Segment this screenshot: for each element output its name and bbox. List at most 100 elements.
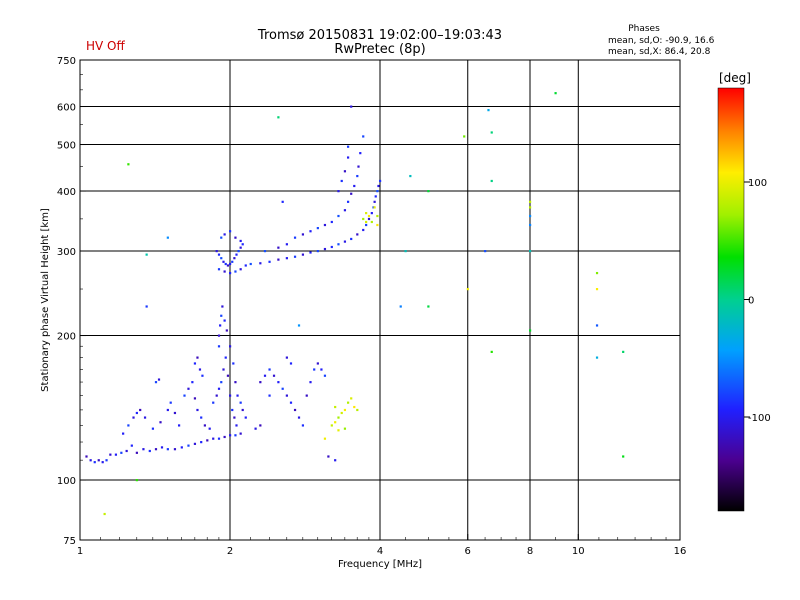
echo-point [346, 401, 350, 404]
echo-point [259, 424, 262, 427]
y-tick-label: 200 [57, 332, 76, 343]
echo-point [101, 461, 104, 464]
y-tick-label: 400 [57, 187, 76, 198]
echo-point [313, 368, 316, 371]
echo-point [277, 258, 280, 261]
x-tick-label: 2 [227, 546, 233, 557]
scatter-points [85, 92, 625, 516]
echo-point [198, 368, 202, 371]
echo-point [377, 184, 380, 188]
echo-point [370, 212, 373, 215]
chart-title-line2: RwPretec (8p) [334, 42, 425, 57]
echo-point [343, 209, 347, 212]
echo-point [212, 401, 215, 404]
colorbar-tick-label: 100 [748, 178, 767, 189]
echo-point [183, 394, 186, 397]
echo-point [139, 408, 142, 412]
echo-point [127, 163, 130, 166]
echo-point [187, 444, 190, 447]
echo-point [225, 329, 228, 332]
echo-point [316, 362, 319, 365]
echo-point [293, 236, 297, 239]
echo-point [595, 356, 599, 359]
echo-point [301, 253, 305, 256]
echo-point [224, 262, 227, 266]
echo-point [301, 424, 305, 427]
echo-point [219, 324, 222, 327]
echo-point [595, 288, 599, 291]
echo-point [370, 220, 373, 224]
echo-point [239, 239, 242, 243]
echo-point [217, 268, 221, 271]
phase-stats-x: mean, sd,X: 86.4, 20.8 [608, 47, 711, 57]
echo-point [376, 214, 379, 218]
echo-point [241, 408, 244, 412]
echo-point [120, 451, 123, 454]
echo-point [323, 247, 327, 251]
echo-point [277, 381, 280, 384]
echo-point [334, 405, 337, 409]
echo-point [151, 427, 155, 430]
echo-point [268, 260, 271, 263]
echo-point [529, 223, 532, 227]
echo-point [595, 324, 599, 327]
echo-point [148, 449, 151, 453]
y-tick-label: 750 [57, 56, 76, 67]
echo-point [223, 270, 226, 273]
echo-point [330, 424, 333, 427]
echo-point [200, 416, 203, 419]
colorbar [717, 87, 745, 512]
echo-point [554, 92, 557, 95]
echo-point [200, 441, 203, 444]
echo-point [490, 350, 493, 353]
echo-point [226, 264, 230, 267]
echo-point [337, 214, 340, 218]
echo-point [169, 401, 172, 404]
echo-point [285, 257, 288, 260]
echo-point [191, 381, 194, 384]
chart-title-line1: Tromsø 20150831 19:02:00–19:03:43 [257, 28, 502, 43]
echo-point [196, 408, 199, 412]
echo-point [239, 432, 242, 435]
echo-point [357, 165, 360, 168]
echo-point [206, 439, 209, 442]
echo-point [89, 459, 92, 462]
echo-point [143, 416, 147, 419]
echo-point [215, 250, 218, 253]
echo-point [297, 416, 301, 419]
echo-point [254, 427, 257, 430]
echo-point [235, 424, 238, 427]
echo-point [229, 434, 232, 437]
echo-point [135, 451, 138, 454]
y-tick-label: 600 [57, 103, 76, 114]
echo-point [309, 230, 312, 233]
echo-point [259, 381, 262, 384]
echo-point [484, 250, 487, 253]
echo-point [154, 381, 158, 384]
echo-point [223, 319, 226, 322]
echo-point [217, 387, 221, 390]
echo-point [212, 437, 215, 440]
echo-point [193, 362, 197, 365]
echo-point [135, 479, 138, 482]
echo-point [215, 394, 218, 397]
echo-point [320, 368, 323, 371]
echo-point [289, 401, 293, 404]
echo-point [343, 408, 347, 412]
y-tick-label: 300 [57, 247, 76, 258]
echo-point [340, 411, 343, 415]
echo-point [85, 455, 88, 458]
echo-point [232, 362, 235, 365]
echo-point [376, 223, 379, 227]
echo-point [365, 223, 368, 227]
echo-point [239, 401, 242, 404]
echo-point [229, 271, 232, 275]
echo-point [277, 246, 280, 249]
echo-point [334, 459, 337, 462]
echo-point [187, 387, 190, 390]
echo-point [223, 435, 226, 439]
echo-point [237, 250, 240, 253]
echo-point [379, 179, 382, 183]
echo-point [220, 236, 223, 239]
echo-point [221, 305, 224, 308]
